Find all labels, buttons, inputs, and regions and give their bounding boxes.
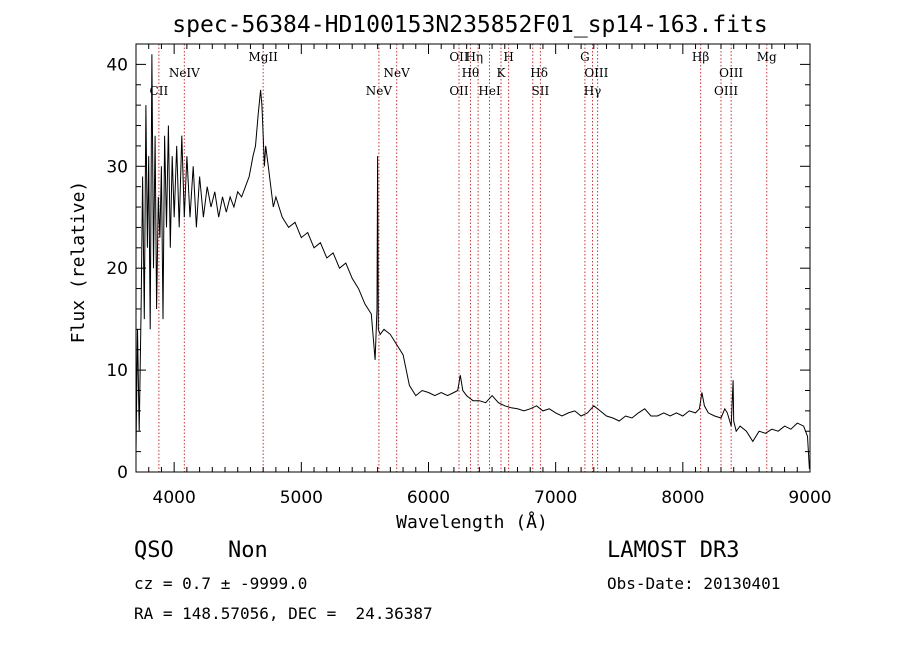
spectral-line-label: NeV xyxy=(384,66,411,80)
spectral-line-markers: CIINeIVMgIINeVNeVOIIOIIHηHθHeIKHHδSIIGOI… xyxy=(150,44,777,472)
survey-label: LAMOST DR3 xyxy=(607,538,740,563)
y-axis-label: Flux (relative) xyxy=(68,181,89,344)
spectral-line-label: K xyxy=(496,66,506,80)
spectral-line-label: Hη xyxy=(465,50,483,64)
spectral-line-label: MgII xyxy=(248,50,278,64)
spectral-line-label: Hδ xyxy=(530,66,548,80)
plot-frame xyxy=(135,43,811,473)
spectral-line-label: CII xyxy=(150,84,169,98)
spectral-line-label: NeV xyxy=(366,84,393,98)
spectral-line-label: Mg xyxy=(757,50,777,64)
plot-area xyxy=(135,54,810,469)
obs-date: Obs-Date: 20130401 xyxy=(607,574,781,593)
x-tick-label: 7000 xyxy=(534,488,577,508)
spectral-line-label: OIII xyxy=(719,66,743,80)
spectral-line-label: OIII xyxy=(584,66,608,80)
spectral-line-label: Hγ xyxy=(584,84,602,98)
spectral-line-label: OII xyxy=(449,50,469,64)
spectral-line-label: NeIV xyxy=(169,66,200,80)
chart-title: spec-56384-HD100153N235852F01_sp14-163.f… xyxy=(172,12,767,38)
object-class: QSO xyxy=(134,538,174,563)
spectral-line-label: Hθ xyxy=(462,66,480,80)
x-tick-label: 8000 xyxy=(661,488,704,508)
y-tick-label: 20 xyxy=(106,259,128,279)
y-tick-label: 30 xyxy=(106,157,128,177)
spectral-line-label: H xyxy=(503,50,513,64)
axes: 4000 5000 6000 7000 8000 9000 0 10 20 30 40 xyxy=(106,43,832,508)
x-tick-label: 6000 xyxy=(407,488,450,508)
spectral-line-label: SII xyxy=(532,84,550,98)
y-tick-label: 40 xyxy=(106,55,128,75)
spectral-line-label: OII xyxy=(449,84,469,98)
spectral-line-label: HeI xyxy=(478,84,501,98)
coordinates: RA = 148.57056, DEC = 24.36387 xyxy=(134,604,433,623)
object-subclass: Non xyxy=(228,538,268,563)
redshift-readout: cz = 0.7 ± -9999.0 xyxy=(134,574,308,593)
x-tick-label: 4000 xyxy=(153,488,196,508)
spectral-line-label: G xyxy=(580,50,590,64)
y-tick-label: 10 xyxy=(106,361,128,381)
spectral-line-label: Hβ xyxy=(692,50,709,64)
y-tick-label: 0 xyxy=(117,463,128,483)
x-tick-label: 9000 xyxy=(788,488,831,508)
spectral-line-label: OIII xyxy=(714,84,738,98)
x-axis-label: Wavelength (Å) xyxy=(396,511,548,533)
spectrum-line xyxy=(135,54,810,469)
x-tick-label: 5000 xyxy=(280,488,323,508)
